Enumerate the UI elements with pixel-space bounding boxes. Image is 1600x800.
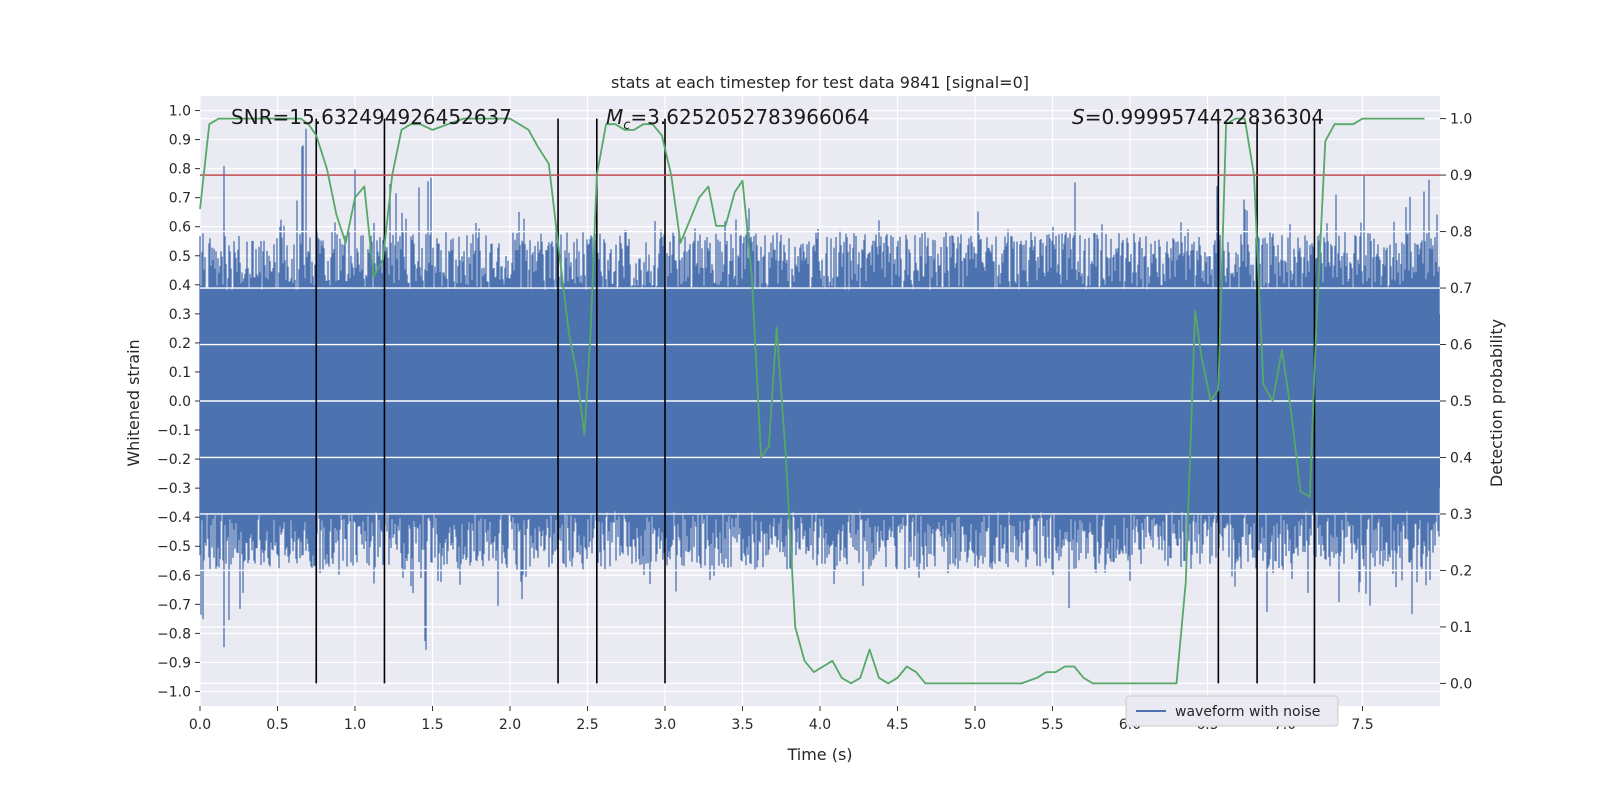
y2-tick-label: 0.9 bbox=[1450, 168, 1472, 184]
chirp-mass-value: =3.6252052783966064 bbox=[630, 105, 869, 129]
chart-title: stats at each timestep for test data 984… bbox=[611, 73, 1029, 92]
y-tick-label: 0.3 bbox=[169, 307, 191, 323]
y2-tick-label: 0.0 bbox=[1450, 676, 1472, 692]
x-tick-label: 4.0 bbox=[809, 717, 831, 733]
y2-tick-label: 0.7 bbox=[1450, 281, 1472, 297]
y-tick-label: −0.6 bbox=[157, 568, 191, 584]
legend: waveform with noise bbox=[1125, 695, 1339, 727]
y-tick-label: 0.5 bbox=[169, 249, 191, 265]
probability-series bbox=[199, 117, 1425, 685]
chirp-mass-symbol: M bbox=[606, 105, 623, 129]
y-tick-label: −0.8 bbox=[157, 626, 191, 642]
y2-tick-label: 0.6 bbox=[1450, 338, 1472, 354]
y-tick-label: 0.8 bbox=[169, 162, 191, 178]
x-tick-label: 7.5 bbox=[1351, 717, 1373, 733]
event-marker-lines bbox=[315, 118, 1316, 684]
score-annotation: S=0.9999574422836304 bbox=[1072, 105, 1324, 129]
y-tick-label: 0.7 bbox=[169, 191, 191, 207]
score-symbol: S bbox=[1072, 105, 1085, 129]
x-tick-label: 3.5 bbox=[731, 717, 753, 733]
probability-line bbox=[199, 117, 1425, 685]
x-tick-label: 5.0 bbox=[964, 717, 986, 733]
x-tick-label: 2.0 bbox=[499, 717, 521, 733]
y-tick-label: −0.4 bbox=[157, 510, 191, 526]
x-tick-label: 0.0 bbox=[189, 717, 211, 733]
y2-tick-label: 0.1 bbox=[1450, 620, 1472, 636]
y-tick-label: −1.0 bbox=[157, 684, 191, 700]
legend-box bbox=[1125, 695, 1339, 727]
y-tick-label: −0.7 bbox=[157, 597, 191, 613]
score-value: =0.9999574422836304 bbox=[1085, 105, 1324, 129]
right-axis-grid-lines bbox=[200, 117, 1440, 685]
x-tick-label: 1.0 bbox=[344, 717, 366, 733]
x-tick-label: 0.5 bbox=[266, 717, 288, 733]
chirp-mass-subscript: c bbox=[623, 118, 630, 133]
y-axis-label: Whitened strain bbox=[124, 339, 143, 466]
y-tick-label: 1.0 bbox=[169, 104, 191, 120]
y-tick-label: 0.9 bbox=[169, 133, 191, 149]
y2-tick-label: 0.3 bbox=[1450, 507, 1472, 523]
snr-annotation: SNR=15.632494926452637 bbox=[231, 105, 512, 129]
right-y-axis-ticks: 1.0 0.9 0.8 0.7 0.6 0.5 0.4 0.3 0.2 0.1 0.0 bbox=[1440, 112, 1472, 692]
y-tick-label: 0.0 bbox=[169, 394, 191, 410]
y2-tick-label: 1.0 bbox=[1450, 112, 1472, 128]
y-tick-label: −0.2 bbox=[157, 452, 191, 468]
y-tick-label: 0.4 bbox=[169, 278, 191, 294]
legend-label: waveform with noise bbox=[1175, 704, 1320, 720]
y-tick-label: −0.9 bbox=[157, 655, 191, 671]
x-tick-label: 1.5 bbox=[421, 717, 443, 733]
chirp-mass-annotation: Mc=3.6252052783966064 bbox=[606, 105, 870, 133]
x-tick-label: 3.0 bbox=[654, 717, 676, 733]
left-y-axis-ticks: 1.0 0.9 0.8 0.7 0.6 0.5 0.4 0.3 0.2 0.1 0.0 −0.1 −0.… bbox=[157, 104, 200, 700]
x-axis-label: Time (s) bbox=[786, 745, 852, 764]
y-tick-label: −0.3 bbox=[157, 481, 191, 497]
y2-axis-label: Detection probability bbox=[1487, 319, 1506, 487]
x-tick-label: 5.5 bbox=[1041, 717, 1063, 733]
x-tick-label: 4.5 bbox=[886, 717, 908, 733]
y-tick-label: 0.6 bbox=[169, 220, 191, 236]
x-tick-label: 2.5 bbox=[576, 717, 598, 733]
y-tick-label: 0.1 bbox=[169, 365, 191, 381]
y2-tick-label: 0.5 bbox=[1450, 394, 1472, 410]
y2-tick-label: 0.4 bbox=[1450, 450, 1472, 466]
y-tick-label: −0.1 bbox=[157, 423, 191, 439]
y2-tick-label: 0.2 bbox=[1450, 563, 1472, 579]
y-tick-label: −0.5 bbox=[157, 539, 191, 555]
y2-tick-label: 0.8 bbox=[1450, 225, 1472, 241]
y-tick-label: 0.2 bbox=[169, 336, 191, 352]
